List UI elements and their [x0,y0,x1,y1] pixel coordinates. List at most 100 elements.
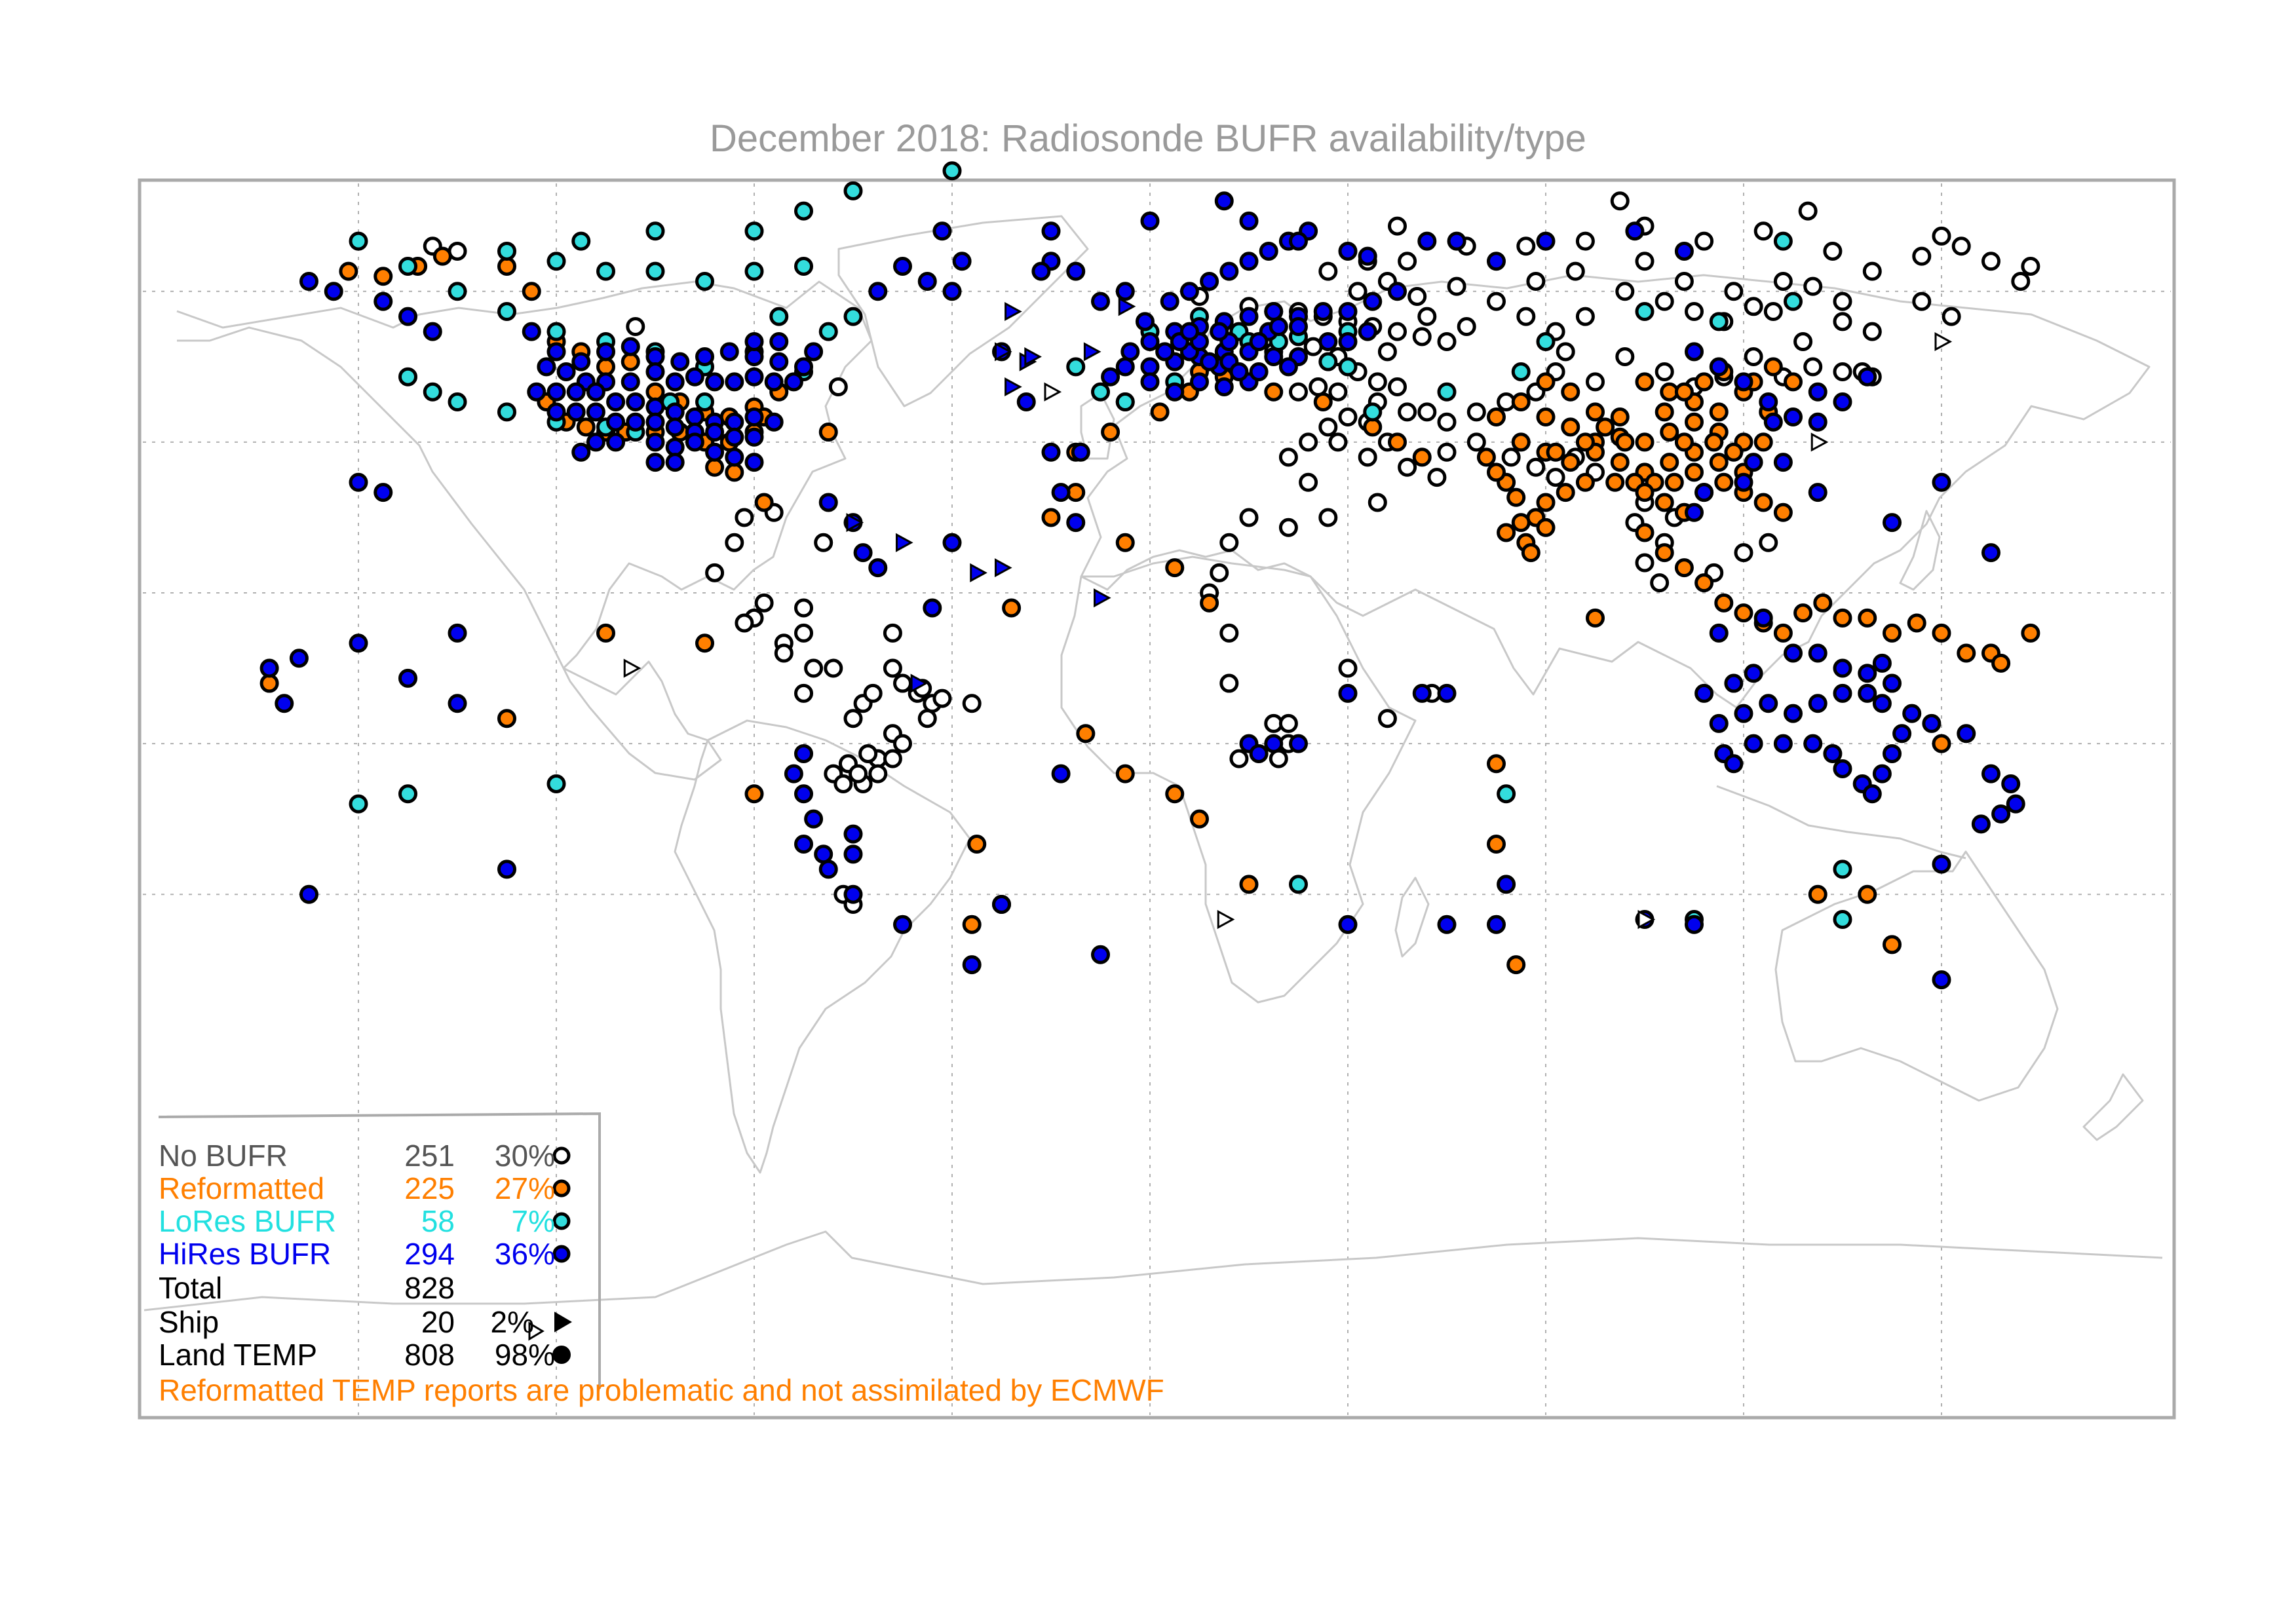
station-no-bufr [1951,236,1971,256]
legend-count: 828 [404,1271,455,1305]
station-no-bufr [1833,292,1852,311]
coast-greenland [837,215,1089,407]
station-hires-bufr [546,342,566,362]
station-no-bufr [794,598,813,618]
station-lores-bufr [546,322,566,341]
station-no-bufr [828,377,848,397]
station-reformatted [1002,598,1022,618]
station-hires-bufr [1051,483,1071,502]
station-no-bufr [1407,286,1427,306]
station-reformatted [1506,487,1526,507]
station-hires-bufr [1338,301,1358,321]
station-reformatted [1763,357,1783,377]
station-hires-bufr [606,412,626,432]
station-no-bufr [1269,749,1288,768]
station-hires-bufr [814,844,833,864]
station-hires-bufr [1210,322,1229,341]
station-hires-bufr [546,382,566,402]
station-no-bufr [1912,246,1932,266]
station-hires-bufr [645,432,665,452]
legend-percent: 2% [490,1305,534,1339]
station-no-bufr [1377,709,1397,728]
station-hires-bufr [1091,292,1110,311]
station-reformatted [1655,402,1674,422]
station-hires-bufr [1487,252,1506,271]
station-hires-bufr [1338,915,1358,934]
station-hires-bufr [1833,658,1852,678]
station-hires-bufr [1091,945,1110,964]
station-lores-bufr [769,307,789,326]
station-no-bufr [1318,508,1338,527]
legend-orange-circle-icon [552,1179,571,1198]
station-reformatted [1932,623,1951,643]
station-reformatted [1165,558,1185,578]
legend-label: No BUFR [159,1139,288,1173]
station-reformatted [1664,472,1684,492]
station-no-bufr [1289,382,1308,402]
station-no-bufr [1447,276,1466,296]
station-hires-bufr [1784,407,1803,427]
station-no-bufr [1368,493,1387,512]
station-hires-bufr [1536,231,1556,251]
station-reformatted [497,256,516,276]
station-reformatted [1511,392,1531,412]
ship-station [970,563,987,582]
station-hires-bufr [1932,854,1951,874]
station-no-bufr [1219,673,1239,693]
station-hires-bufr [645,412,665,432]
station-hires-bufr [1289,231,1308,251]
station-reformatted [1313,392,1333,412]
station-reformatted [1773,623,1793,643]
station-hires-bufr [1674,241,1694,261]
station-reformatted [1511,513,1531,533]
stations-layer [259,161,2040,990]
station-hires-bufr [1709,357,1729,377]
station-hires-bufr [695,347,714,367]
station-hires-bufr [1883,513,1902,533]
station-reformatted [1635,372,1655,392]
station-hires-bufr [1115,357,1135,377]
coast-japan [1899,510,1941,591]
station-no-bufr [863,683,883,703]
ship-station [1024,347,1042,367]
station-hires-bufr [1066,261,1086,281]
station-hires-bufr [566,382,586,402]
station-reformatted [1487,463,1506,482]
station-hires-bufr [423,322,442,341]
station-no-bufr [1417,402,1437,422]
station-hires-bufr [1858,664,1877,683]
legend-percent: 36% [494,1237,555,1271]
station-lores-bufr [448,392,467,412]
station-no-bufr [1932,226,1951,246]
station-reformatted [1076,724,1096,744]
station-reformatted [339,261,358,281]
station-hires-bufr [893,915,912,934]
ship-station [1083,342,1101,362]
legend-percent: 7% [511,1204,555,1238]
station-hires-bufr [932,221,952,241]
station-hires-bufr [398,668,417,688]
station-reformatted [1655,543,1674,563]
station-hires-bufr [556,362,576,382]
station-no-bufr [883,749,902,768]
station-hires-bufr [1200,352,1219,371]
ship-station [995,558,1012,578]
station-hires-bufr [1219,261,1239,281]
station-no-bufr [858,744,878,763]
station-no-bufr [1694,231,1714,251]
station-no-bufr [1427,468,1447,487]
station-hires-bufr [1264,734,1284,753]
station-lores-bufr [1091,382,1110,402]
station-reformatted [725,463,744,482]
station-hires-bufr [1763,412,1783,432]
station-hires-bufr [1190,372,1209,392]
station-no-bufr [1437,332,1457,351]
station-hires-bufr [606,432,626,452]
station-reformatted [1655,493,1674,512]
ship-station [1094,588,1111,608]
station-reformatted [1685,463,1704,482]
station-reformatted [1932,734,1951,753]
station-hires-bufr [1041,442,1061,462]
station-hires-bufr [868,558,888,578]
